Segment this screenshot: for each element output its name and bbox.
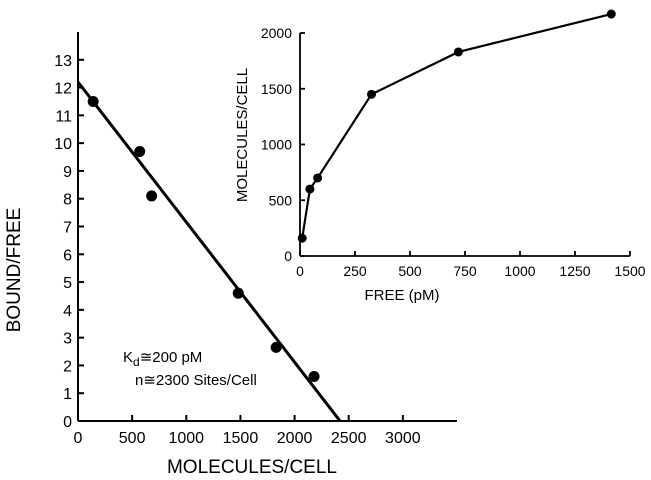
m-x-tick-label: 500 [119, 430, 146, 447]
m-y-tick-label: 1 [63, 386, 72, 403]
m-y-tick-label: 3 [63, 331, 72, 348]
m-y-tick-label: 12 [54, 81, 72, 98]
m-y-tick-label: 9 [63, 164, 72, 181]
inset-chart-saturation: 0 250 500 750 1000 1250 1500 0500100015002000 … [234, 10, 646, 304]
main-x-ticks: 0 500 1000 1500 2000 2500 3000 [74, 415, 421, 447]
i-x-tick-label: 0 [296, 263, 304, 279]
inset-y-axis-title: MOLECULES/CELL [234, 68, 251, 202]
m-x-tick-label: 1000 [168, 430, 204, 447]
i-data-point [305, 185, 314, 194]
i-data-point [607, 10, 616, 19]
m-data-point [309, 371, 320, 382]
m-x-tick-label: 2000 [277, 430, 313, 447]
m-x-tick-label: 1500 [223, 430, 259, 447]
i-y-tick-label: 1500 [261, 81, 292, 97]
i-x-tick-label: 1000 [504, 263, 535, 279]
inset-x-axis-title: FREE (pM) [365, 287, 440, 304]
m-y-tick-label: 11 [55, 108, 72, 125]
m-y-tick-label: 10 [54, 136, 72, 153]
i-x-tick-label: 1250 [559, 263, 590, 279]
i-y-tick-label: 1000 [261, 137, 292, 153]
m-x-tick-label: 3000 [385, 430, 421, 447]
inset-y-ticks: 0 500 1000 1500 2000 [261, 25, 305, 264]
m-y-tick-label: 6 [63, 247, 72, 264]
m-y-tick-label: 7 [63, 220, 72, 237]
m-y-tick-label: 8 [63, 192, 72, 209]
m-x-tick-label: 2500 [331, 430, 367, 447]
i-x-tick-label: 250 [343, 263, 367, 279]
m-y-tick-label: 13 [54, 53, 72, 70]
i-y-tick-label: 500 [269, 192, 293, 208]
kd-value: ≅200 pM [140, 349, 203, 366]
m-data-point [233, 288, 244, 299]
i-x-tick-label: 750 [453, 263, 477, 279]
m-y-tick-label: 4 [63, 303, 72, 320]
kd-annotation: Kd≅200 pM [123, 349, 202, 369]
i-x-tick-label: 1500 [614, 263, 645, 279]
i-data-point [454, 47, 463, 56]
m-data-point [271, 342, 282, 353]
inset-data-points [298, 10, 616, 243]
m-data-point [146, 190, 157, 201]
inset-series-line [302, 14, 611, 238]
kd-symbol: K [123, 349, 133, 366]
m-data-point [88, 96, 99, 107]
i-y-tick-label: 2000 [261, 25, 292, 41]
i-y-tick-label: 0 [284, 248, 292, 264]
inset-axes [300, 33, 630, 256]
main-x-axis-title: MOLECULES/CELL [167, 457, 337, 478]
m-y-tick-label: 5 [63, 275, 72, 292]
main-chart-scatchard: 0 500 1000 1500 2000 2500 3000 012345678910111… [4, 32, 457, 478]
i-data-point [298, 234, 307, 243]
m-y-tick-label: 2 [63, 358, 72, 375]
kd-subscript: d [133, 355, 140, 369]
m-data-point [134, 146, 145, 157]
i-x-tick-label: 500 [398, 263, 422, 279]
sites-annotation: n≅2300 Sites/Cell [135, 372, 257, 389]
main-y-axis-title: BOUND/FREE [4, 208, 25, 333]
i-series-line [302, 14, 611, 238]
i-data-point [313, 173, 322, 182]
m-y-tick-label: 0 [63, 414, 72, 431]
i-data-point [367, 90, 376, 99]
m-x-tick-label: 0 [74, 430, 83, 447]
